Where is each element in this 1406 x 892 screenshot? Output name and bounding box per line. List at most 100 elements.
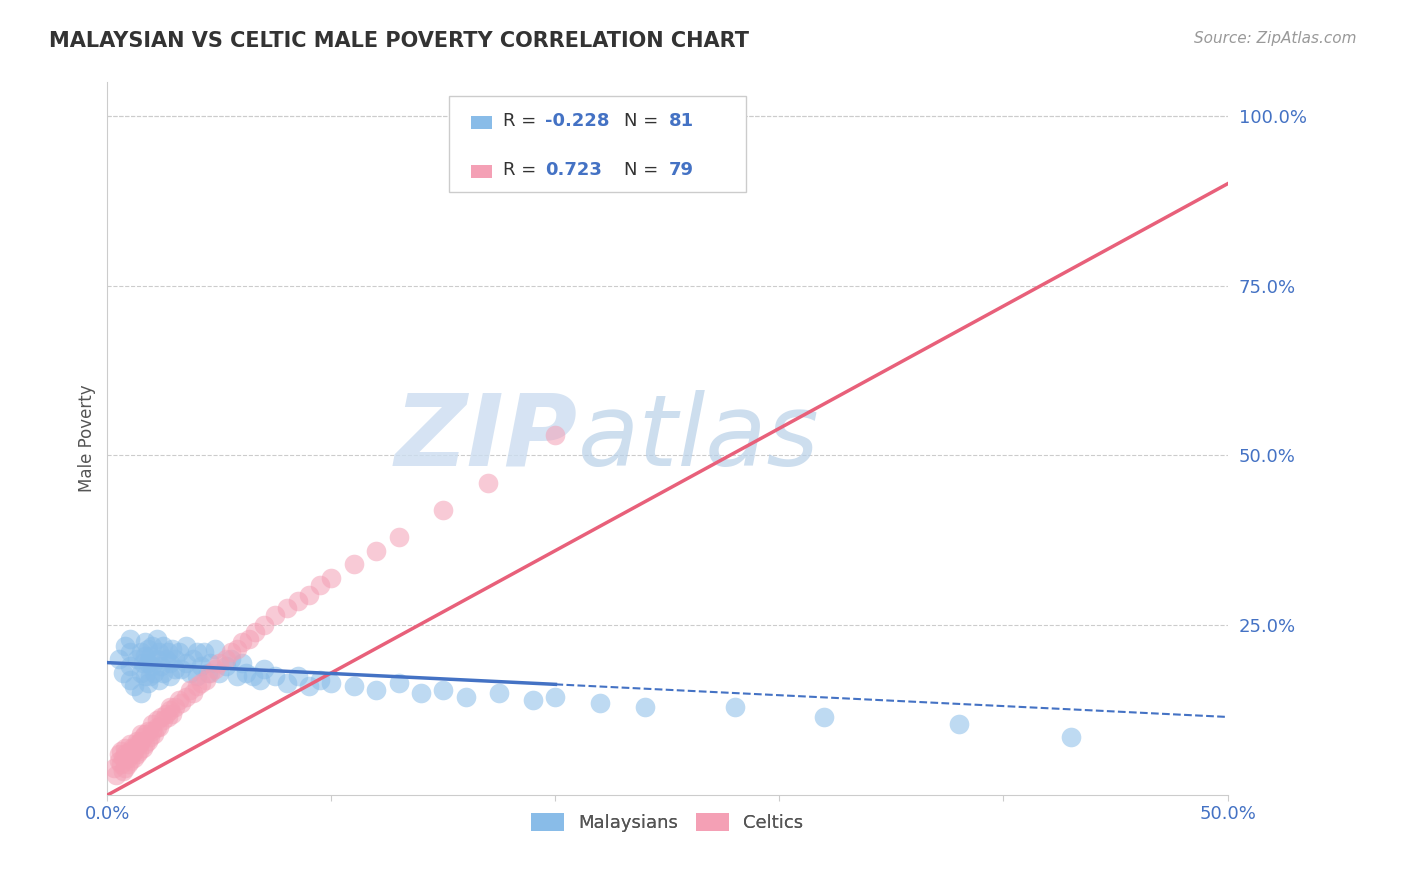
Point bbox=[118, 673, 141, 687]
Point bbox=[134, 727, 156, 741]
Point bbox=[118, 659, 141, 673]
Point bbox=[231, 635, 253, 649]
Point bbox=[200, 665, 222, 680]
Point bbox=[179, 682, 201, 697]
Point bbox=[238, 632, 260, 646]
Point bbox=[125, 652, 148, 666]
Point bbox=[174, 639, 197, 653]
Point bbox=[156, 645, 179, 659]
Point bbox=[197, 665, 219, 680]
Point bbox=[215, 652, 238, 666]
Point bbox=[118, 737, 141, 751]
Point bbox=[143, 727, 166, 741]
Point bbox=[813, 710, 835, 724]
Point bbox=[141, 723, 163, 738]
Point bbox=[145, 652, 167, 666]
Point bbox=[200, 656, 222, 670]
Point bbox=[110, 744, 132, 758]
Point bbox=[186, 679, 208, 693]
Point bbox=[148, 645, 170, 659]
Point bbox=[162, 642, 184, 657]
Point bbox=[276, 601, 298, 615]
Point bbox=[343, 679, 366, 693]
Text: Source: ZipAtlas.com: Source: ZipAtlas.com bbox=[1194, 31, 1357, 46]
Point bbox=[141, 716, 163, 731]
Point bbox=[150, 659, 173, 673]
Point bbox=[125, 733, 148, 747]
Point bbox=[409, 686, 432, 700]
Point bbox=[264, 669, 287, 683]
Point bbox=[204, 642, 226, 657]
Point bbox=[141, 659, 163, 673]
Point bbox=[155, 652, 177, 666]
Text: atlas: atlas bbox=[578, 390, 820, 487]
Point bbox=[114, 761, 136, 775]
Point bbox=[589, 697, 612, 711]
Point bbox=[249, 673, 271, 687]
Point bbox=[163, 699, 186, 714]
Point bbox=[122, 750, 145, 764]
Point bbox=[155, 706, 177, 721]
Point bbox=[139, 648, 162, 663]
Point bbox=[156, 710, 179, 724]
Point bbox=[174, 690, 197, 704]
Point bbox=[167, 645, 190, 659]
Point bbox=[105, 767, 128, 781]
Point bbox=[634, 136, 657, 150]
Point bbox=[321, 571, 343, 585]
Point bbox=[145, 632, 167, 646]
Point bbox=[121, 747, 143, 762]
Point bbox=[134, 648, 156, 663]
Point bbox=[264, 608, 287, 623]
Point bbox=[112, 764, 135, 779]
Point bbox=[141, 639, 163, 653]
Point bbox=[170, 662, 193, 676]
Text: 81: 81 bbox=[669, 112, 693, 130]
Point bbox=[129, 686, 152, 700]
Point bbox=[148, 673, 170, 687]
Point bbox=[136, 656, 159, 670]
Point bbox=[103, 761, 125, 775]
Point bbox=[235, 665, 257, 680]
Text: N =: N = bbox=[624, 161, 658, 179]
Point bbox=[129, 733, 152, 747]
Point bbox=[112, 665, 135, 680]
Point bbox=[114, 740, 136, 755]
Point bbox=[477, 475, 499, 490]
Point bbox=[948, 716, 970, 731]
Text: R =: R = bbox=[503, 112, 536, 130]
Point bbox=[276, 676, 298, 690]
Point bbox=[190, 676, 212, 690]
Point bbox=[287, 669, 309, 683]
Point bbox=[242, 669, 264, 683]
FancyBboxPatch shape bbox=[449, 96, 745, 193]
Point bbox=[136, 642, 159, 657]
Point bbox=[454, 690, 477, 704]
Point bbox=[724, 699, 747, 714]
FancyBboxPatch shape bbox=[471, 165, 492, 178]
Point bbox=[488, 686, 510, 700]
Point bbox=[163, 662, 186, 676]
Point bbox=[134, 635, 156, 649]
FancyBboxPatch shape bbox=[471, 116, 492, 129]
Point bbox=[121, 740, 143, 755]
Point bbox=[112, 750, 135, 764]
Point bbox=[125, 737, 148, 751]
Point bbox=[159, 703, 181, 717]
Point bbox=[122, 744, 145, 758]
Point bbox=[129, 665, 152, 680]
Point bbox=[204, 662, 226, 676]
Point bbox=[253, 662, 276, 676]
Point bbox=[544, 428, 567, 442]
Point bbox=[522, 693, 544, 707]
Point bbox=[179, 665, 201, 680]
Point bbox=[136, 676, 159, 690]
Point bbox=[634, 699, 657, 714]
Point bbox=[162, 706, 184, 721]
Point bbox=[219, 652, 242, 666]
Point bbox=[174, 656, 197, 670]
Text: N =: N = bbox=[624, 112, 658, 130]
Point bbox=[132, 656, 155, 670]
Point bbox=[366, 543, 388, 558]
Point bbox=[208, 656, 231, 670]
